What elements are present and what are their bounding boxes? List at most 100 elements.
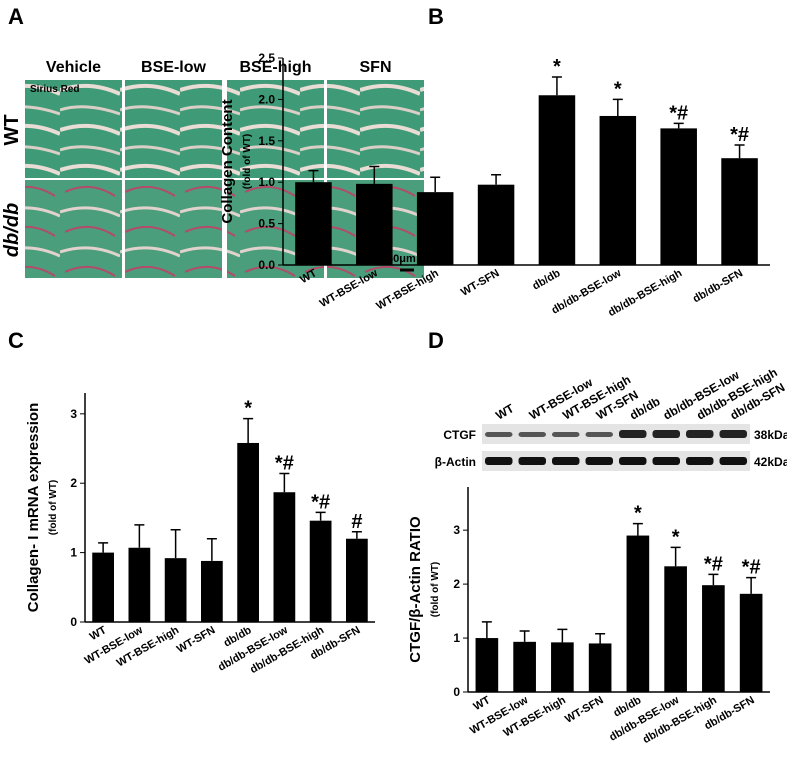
micrograph xyxy=(227,80,324,178)
y-tick-label: 2.5 xyxy=(258,51,275,65)
bar xyxy=(346,538,368,622)
bar xyxy=(599,115,637,266)
significance-mark: *# xyxy=(311,491,330,513)
significance-mark: # xyxy=(351,511,362,533)
bar xyxy=(128,547,151,622)
error-bar xyxy=(551,76,562,96)
stain-label: Sirius Red xyxy=(30,84,79,95)
micrograph xyxy=(125,180,222,278)
bar xyxy=(309,520,332,622)
y-axis-sublabel: (fold of WT) xyxy=(242,134,253,190)
significance-mark: * xyxy=(244,398,252,420)
row-label: db/db xyxy=(1,203,23,257)
x-tick-label: db/db xyxy=(531,267,563,292)
error-bar xyxy=(734,144,745,159)
significance-mark: *# xyxy=(742,557,761,579)
bar xyxy=(513,641,536,692)
y-tick-label: 2 xyxy=(70,476,77,490)
blot-band-size: 42kDa xyxy=(754,455,787,469)
bar xyxy=(551,642,574,692)
bar xyxy=(237,442,259,622)
column-label: Vehicle xyxy=(46,59,101,76)
blot-band xyxy=(585,457,613,465)
blot-band xyxy=(652,430,680,438)
error-bar xyxy=(481,621,492,639)
blot-band xyxy=(552,432,580,437)
blot-band xyxy=(686,430,714,438)
panel-letter: C xyxy=(8,328,24,353)
blot-strip xyxy=(482,451,750,471)
blot-band xyxy=(719,430,747,438)
blot-band xyxy=(485,457,513,465)
blot-band xyxy=(518,457,546,465)
y-axis-sublabel: (fold of WT) xyxy=(48,480,59,536)
error-bar xyxy=(612,98,623,116)
blot-band-name: β-Actin xyxy=(435,455,476,469)
blot-band xyxy=(585,432,613,437)
y-tick-label: 0.5 xyxy=(258,217,275,231)
error-bar xyxy=(98,542,109,553)
y-tick-label: 0 xyxy=(70,615,77,629)
micrograph xyxy=(25,180,122,278)
micrograph xyxy=(25,80,122,178)
bar xyxy=(295,182,332,265)
significance-mark: * xyxy=(553,56,561,78)
bar xyxy=(538,95,576,265)
bar xyxy=(664,566,687,692)
y-axis-label: CTGF/β-Actin RATIO xyxy=(407,516,424,663)
error-bar xyxy=(170,528,181,559)
panel-letter: B xyxy=(428,4,444,29)
y-tick-label: 1.0 xyxy=(258,175,275,189)
micrograph xyxy=(327,80,424,178)
error-bar xyxy=(315,511,326,521)
significance-mark: *# xyxy=(730,124,749,146)
y-tick-label: 1 xyxy=(70,546,77,560)
y-tick-label: 1 xyxy=(453,631,460,645)
bar xyxy=(477,184,515,265)
panel-letter: A xyxy=(8,4,24,29)
y-tick-label: 2 xyxy=(453,577,460,591)
error-bar xyxy=(430,176,441,193)
error-bar xyxy=(134,524,145,548)
bar xyxy=(356,183,393,265)
y-tick-label: 0.0 xyxy=(258,258,275,272)
bar xyxy=(416,192,454,265)
bar xyxy=(273,492,296,622)
bar xyxy=(588,643,612,692)
y-axis-sublabel: (fold of WT) xyxy=(430,562,441,618)
error-bar xyxy=(708,573,719,586)
error-bar xyxy=(673,122,684,129)
scale-bar-label: 50μm xyxy=(387,253,416,265)
blot-band xyxy=(652,457,680,465)
significance-mark: *# xyxy=(704,553,723,575)
significance-mark: *# xyxy=(275,452,294,474)
significance-mark: * xyxy=(672,526,680,548)
error-bar xyxy=(279,472,290,493)
bar xyxy=(475,638,499,692)
blot-band-name: CTGF xyxy=(443,428,476,442)
error-bar xyxy=(243,417,254,443)
significance-mark: * xyxy=(634,503,642,525)
bar xyxy=(626,535,650,692)
error-bar xyxy=(632,522,643,536)
bar xyxy=(702,585,725,692)
micrograph xyxy=(125,80,222,178)
x-tick-label: WT-SFN xyxy=(175,624,218,655)
y-axis-label: Collagen- I mRNA expression xyxy=(25,403,42,613)
error-bar xyxy=(308,169,319,183)
blot-band xyxy=(619,457,647,465)
y-tick-label: 2.0 xyxy=(258,92,275,106)
blot-band xyxy=(552,457,580,465)
significance-mark: * xyxy=(614,78,622,100)
y-tick-label: 3 xyxy=(453,523,460,537)
error-bar xyxy=(369,165,380,184)
bar xyxy=(660,128,697,265)
row-label: WT xyxy=(1,114,23,145)
y-tick-label: 3 xyxy=(70,407,77,421)
blot-strip xyxy=(482,424,750,444)
bar xyxy=(739,593,763,692)
y-tick-label: 0 xyxy=(453,685,460,699)
blot-band xyxy=(719,457,747,465)
bar xyxy=(721,158,758,265)
